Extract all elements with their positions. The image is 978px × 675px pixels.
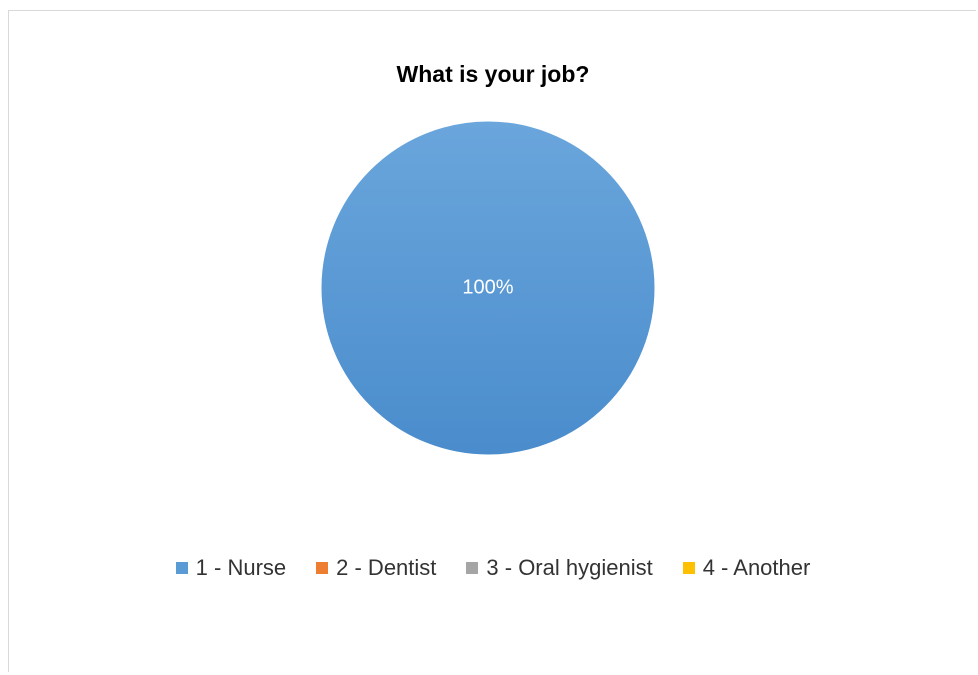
legend-swatch-another	[682, 562, 695, 574]
legend-swatch-oral-hygienist	[466, 562, 479, 574]
legend-entry-nurse: 1 - Nurse	[175, 555, 287, 581]
legend-entry-another: 4 - Another	[682, 555, 811, 581]
chart-title: What is your job?	[396, 61, 590, 87]
chart-area: What is your job? 100% 1 - Nurse 2 - Den…	[8, 10, 976, 672]
pie-slice-nurse	[320, 120, 656, 456]
legend-entry-oral-hygienist: 3 - Oral hygienist	[466, 555, 653, 581]
pie-chart: 100%	[320, 120, 656, 456]
legend-swatch-nurse	[175, 562, 188, 574]
data-label-nurse: 100%	[462, 276, 513, 298]
legend-label-dentist: 2 - Dentist	[336, 555, 437, 580]
legend-swatch-dentist	[316, 562, 329, 574]
legend-label-another: 4 - Another	[702, 555, 811, 580]
legend-label-nurse: 1 - Nurse	[195, 555, 287, 580]
legend-label-oral-hygienist: 3 - Oral hygienist	[486, 555, 653, 580]
legend-entry-dentist: 2 - Dentist	[316, 555, 436, 581]
legend: 1 - Nurse 2 - Dentist 3 - Oral hygienist…	[9, 555, 977, 581]
